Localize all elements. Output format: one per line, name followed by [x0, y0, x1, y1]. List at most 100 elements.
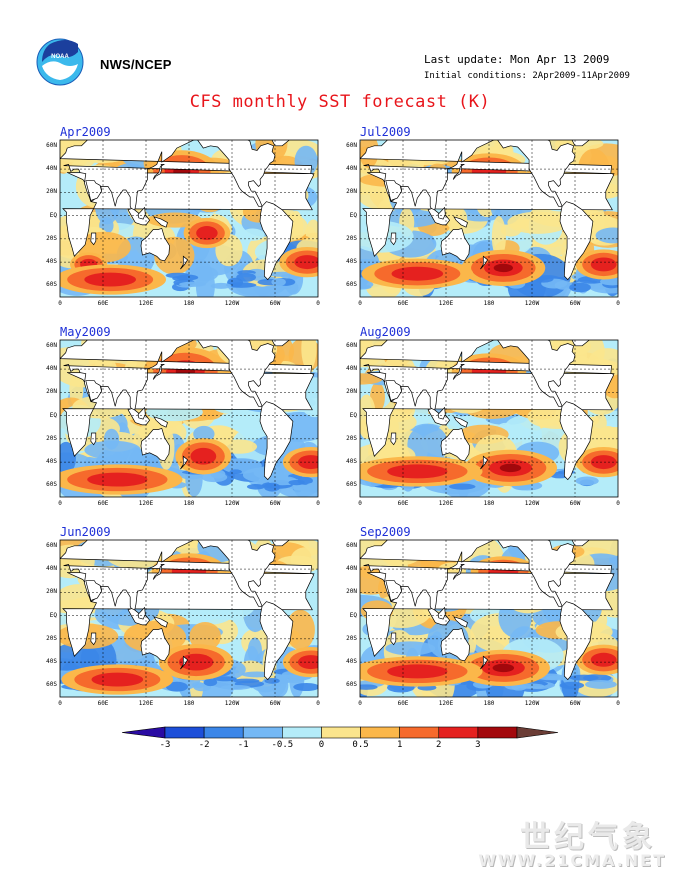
x-tick-label: 0 [616, 500, 620, 507]
initial-conditions: Initial conditions: 2Apr2009-11Apr2009 [424, 71, 630, 81]
colorbar-tick-label: -2 [198, 740, 210, 750]
y-tick-label: 40N [46, 565, 57, 573]
watermark-url: WWW.21CMA.NET [478, 851, 666, 870]
colorbar-tick-label: 3 [475, 740, 481, 750]
page-title: CFS monthly SST forecast (K) [189, 92, 491, 112]
x-tick-label: 0 [58, 500, 62, 507]
x-tick-label: 120W [224, 700, 240, 707]
y-tick-label: 60S [46, 281, 57, 289]
y-tick-label: 60N [346, 141, 357, 149]
y-tick-label: 40N [346, 365, 357, 373]
y-tick-label: 40N [46, 365, 57, 373]
x-tick-label: 60E [397, 700, 409, 707]
x-tick-label: 0 [616, 700, 620, 707]
y-tick-label: 60S [46, 481, 57, 489]
colorbar-swatch [203, 726, 244, 739]
y-tick-label: 20S [346, 634, 357, 642]
colorbar-tick-label: 0.5 [352, 740, 369, 750]
panel-month-label: Jun2009 [60, 525, 111, 539]
y-tick-label: 60N [46, 341, 57, 349]
last-update: Last update: Mon Apr 13 2009 [424, 53, 610, 66]
y-tick-label: 40N [346, 565, 357, 573]
colorbar-swatch [399, 726, 440, 739]
colorbar-swatch [242, 726, 283, 739]
x-tick-label: 120E [438, 300, 454, 307]
x-tick-label: 0 [316, 300, 320, 307]
x-tick-label: 120E [138, 700, 154, 707]
colorbar-swatch [438, 726, 479, 739]
x-tick-label: 60E [397, 300, 409, 307]
x-tick-label: 180 [183, 300, 195, 307]
x-tick-label: 0 [316, 700, 320, 707]
y-tick-label: 60N [346, 341, 357, 349]
colorbar-tick-label: -1 [237, 740, 249, 750]
y-tick-label: 20N [46, 388, 57, 396]
x-tick-label: 120E [438, 700, 454, 707]
x-tick-label: 60E [97, 300, 109, 307]
x-tick-label: 60W [269, 500, 281, 507]
y-tick-label: 40S [346, 658, 357, 666]
colorbar-tick-label: -0.5 [271, 740, 294, 750]
x-tick-label: 120W [524, 300, 540, 307]
colorbar-swatch [282, 726, 322, 739]
y-tick-label: 60S [346, 481, 357, 489]
y-tick-label: 40S [46, 458, 57, 466]
x-tick-label: 60W [569, 300, 581, 307]
x-tick-label: 180 [483, 700, 495, 707]
x-tick-label: 120W [224, 300, 240, 307]
y-tick-label: 40S [346, 458, 357, 466]
x-tick-label: 0 [316, 500, 320, 507]
logo-text: NOAA [51, 54, 69, 60]
y-tick-label: 40N [46, 165, 57, 173]
y-tick-label: 20S [346, 234, 357, 242]
x-tick-label: 180 [483, 500, 495, 507]
y-tick-label: 20N [346, 388, 357, 396]
x-tick-label: 120W [524, 500, 540, 507]
y-tick-label: 20N [46, 188, 57, 196]
colorbar-tick-label: 0 [318, 740, 325, 750]
colorbar-tick-label: 2 [436, 740, 442, 750]
panel-month-label: May2009 [60, 325, 111, 339]
x-tick-label: 120W [524, 700, 540, 707]
x-tick-label: 120W [224, 500, 240, 507]
x-tick-label: 0 [358, 700, 362, 707]
colorbar-tick-label: -3 [159, 740, 171, 750]
colorbar-max-arrow [516, 726, 559, 739]
y-tick-label: 60N [46, 141, 57, 149]
colorbar-swatch [360, 726, 400, 739]
y-tick-label: 60S [346, 681, 357, 689]
y-tick-label: 20S [346, 434, 357, 442]
y-tick-label: 20S [46, 434, 57, 442]
panel-month-label: Apr2009 [60, 125, 111, 139]
y-tick-label: 40S [46, 658, 57, 666]
y-tick-label: 20S [46, 634, 57, 642]
y-tick-label: 60N [46, 541, 57, 549]
x-tick-label: 60E [397, 500, 409, 507]
colorbar-min-arrow [121, 726, 166, 739]
org-name: NWS/NCEP [100, 57, 172, 72]
y-tick-label: EQ [349, 611, 357, 619]
y-tick-label: 40N [346, 165, 357, 173]
y-tick-label: EQ [49, 411, 57, 419]
watermark-logo-text: 世纪气象 [520, 820, 656, 855]
x-tick-label: 180 [183, 700, 195, 707]
y-tick-label: 40S [46, 258, 57, 266]
y-tick-label: 40S [346, 258, 357, 266]
x-tick-label: 180 [183, 500, 195, 507]
x-tick-label: 120E [138, 500, 154, 507]
panel-month-label: Sep2009 [360, 525, 411, 539]
y-tick-label: 60S [46, 681, 57, 689]
panel-month-label: Jul2009 [360, 125, 411, 139]
colorbar-swatch [164, 726, 205, 739]
x-tick-label: 120E [138, 300, 154, 307]
colorbar-swatch [321, 726, 361, 739]
colorbar-swatch [477, 726, 518, 739]
x-tick-label: 180 [483, 300, 495, 307]
y-tick-label: 20N [346, 588, 357, 596]
y-tick-label: 20S [46, 234, 57, 242]
x-tick-label: 0 [58, 300, 62, 307]
x-tick-label: 0 [58, 700, 62, 707]
y-tick-label: EQ [49, 611, 57, 619]
x-tick-label: 60E [97, 500, 109, 507]
y-tick-label: EQ [49, 211, 57, 219]
